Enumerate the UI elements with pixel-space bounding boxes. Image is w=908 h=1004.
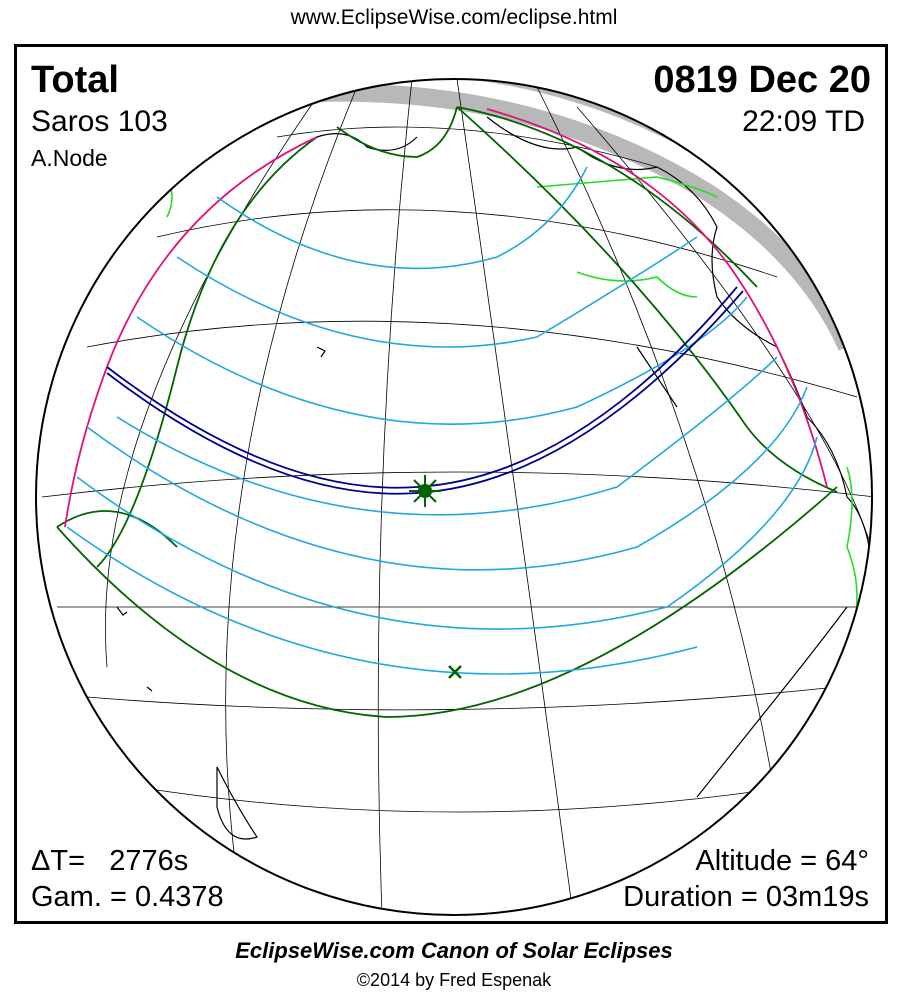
penumbral-limits [56, 106, 838, 718]
globe-disk [36, 79, 872, 915]
copyright-notice: ©2014 by Fred Espenak [356, 970, 552, 990]
gamma-value: Gam. = 0.4378 [31, 881, 224, 913]
rise-set-curve [64, 108, 828, 528]
eclipse-map-frame: Total Saros 103 A.Node 0819 Dec 20 22:09… [14, 44, 888, 924]
time-contours [66, 166, 818, 675]
eclipse-type: Total [31, 59, 119, 101]
central-line [106, 286, 744, 495]
eclipse-date: 0819 Dec 20 [653, 59, 871, 101]
subsolar-point-x [448, 665, 462, 679]
orbital-node: A.Node [31, 145, 108, 171]
sun-altitude: Altitude = 64° [695, 845, 869, 877]
globe-outline [35, 78, 873, 916]
night-band-edge [316, 83, 856, 351]
totality-duration: Duration = 03m19s [623, 881, 869, 913]
greatest-eclipse-star [409, 475, 441, 507]
canon-title: EclipseWise.com Canon of Solar Eclipses [235, 938, 673, 963]
url-header: www.EclipseWise.com/eclipse.html [290, 6, 618, 29]
saros-series: Saros 103 [31, 105, 168, 138]
coastlines [116, 116, 872, 840]
delta-t: ΔT= 2776s [31, 845, 189, 877]
eclipse-globe-map [35, 78, 873, 916]
eclipse-time: 22:09 TD [742, 105, 865, 138]
